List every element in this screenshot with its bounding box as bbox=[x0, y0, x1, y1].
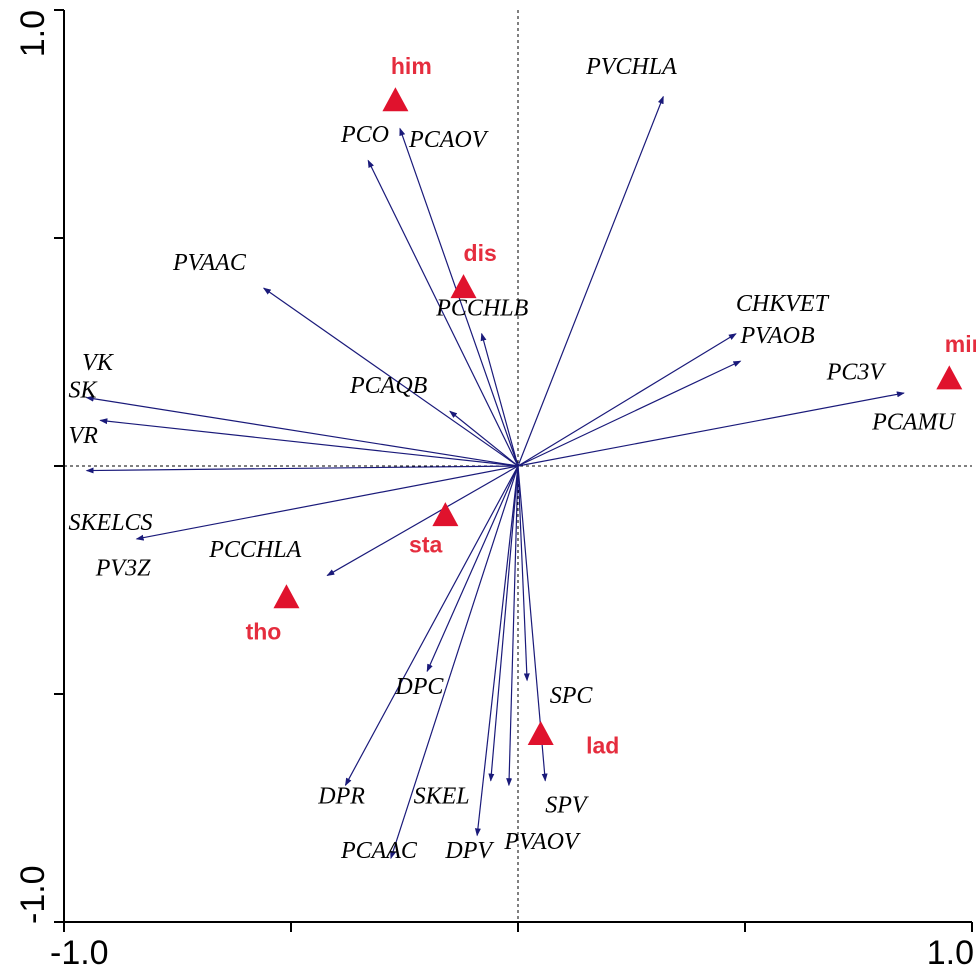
arrow-sk bbox=[99, 418, 519, 467]
label-pcaac: PCAAC bbox=[340, 838, 418, 864]
site-marker-dis bbox=[450, 274, 477, 299]
label-pcchla: PCCHLA bbox=[208, 537, 301, 563]
arrow-dpv bbox=[474, 465, 519, 837]
arrow-chkvet bbox=[517, 333, 737, 467]
species-labels: PVCHLA PCO PCAOV PVAAC PCCHLB PCAQB CHKVET PVAO… bbox=[69, 54, 957, 864]
site-label-him: him bbox=[391, 53, 432, 79]
label-dpc: DPC bbox=[394, 674, 444, 700]
arrow-pcaac bbox=[390, 465, 519, 860]
arrow-pco bbox=[367, 159, 519, 467]
axis-tick-labels: -1.0 1.0 -1.0 1.0 bbox=[14, 10, 974, 971]
arrow-pcamu bbox=[517, 391, 905, 467]
arrow-pvchla bbox=[517, 95, 664, 467]
site-marker-tho bbox=[273, 584, 300, 609]
site-markers bbox=[273, 87, 963, 746]
site-label-tho: tho bbox=[246, 618, 282, 644]
arrow-pcaqb bbox=[449, 410, 519, 467]
site-label-min: min bbox=[945, 331, 976, 357]
y-tick-label: 1.0 bbox=[14, 10, 52, 57]
site-marker-lad bbox=[527, 721, 554, 746]
y-tick-label: -1.0 bbox=[14, 865, 52, 924]
arrow-pcchla bbox=[326, 465, 519, 576]
site-marker-sta bbox=[432, 502, 459, 527]
label-spc: SPC bbox=[550, 683, 594, 709]
label-spv: SPV bbox=[545, 793, 589, 819]
label-dpr: DPR bbox=[317, 783, 365, 809]
label-pvaov: PVAOV bbox=[503, 829, 581, 855]
site-label-lad: lad bbox=[586, 732, 619, 758]
label-pcaov: PCAOV bbox=[408, 127, 489, 153]
label-pc3v: PC3V bbox=[826, 359, 887, 385]
label-dpv: DPV bbox=[444, 838, 494, 864]
arrow-vr bbox=[85, 465, 519, 474]
label-pcaqb: PCAQB bbox=[349, 373, 428, 399]
arrow-pvaob bbox=[517, 360, 742, 467]
axis-ticks bbox=[54, 9, 973, 932]
label-pvaob: PVAOB bbox=[739, 323, 815, 349]
arrow-pvaov bbox=[506, 465, 519, 787]
label-pco: PCO bbox=[340, 122, 389, 148]
species-arrows bbox=[85, 95, 905, 860]
label-chkvet: CHKVET bbox=[736, 291, 830, 317]
label-skelcs: SKELCS bbox=[69, 510, 153, 536]
arrow-dpr bbox=[344, 465, 519, 787]
site-marker-him bbox=[382, 87, 409, 112]
arrow-skel bbox=[488, 465, 519, 782]
site-labels: him dis min sta tho lad bbox=[246, 53, 976, 758]
site-label-sta: sta bbox=[409, 532, 442, 558]
label-skel: SKEL bbox=[414, 783, 470, 809]
arrow-vk bbox=[85, 395, 519, 467]
x-tick-label: 1.0 bbox=[927, 934, 974, 971]
arrow-dpc bbox=[426, 465, 519, 673]
label-vr: VR bbox=[69, 423, 99, 449]
arrow-pcchlb bbox=[480, 332, 519, 467]
label-pcchlb: PCCHLB bbox=[435, 296, 528, 322]
site-marker-min bbox=[936, 365, 963, 390]
arrow-pvaac bbox=[262, 287, 519, 467]
x-tick-label: -1.0 bbox=[50, 934, 109, 971]
arrow-spc bbox=[517, 465, 530, 682]
label-sk: SK bbox=[69, 378, 99, 404]
label-pv3z: PV3Z bbox=[95, 555, 151, 581]
label-vk: VK bbox=[82, 350, 115, 376]
label-pvchla: PVCHLA bbox=[585, 54, 677, 80]
label-pvaac: PVAAC bbox=[172, 250, 247, 276]
site-label-dis: dis bbox=[464, 240, 497, 266]
arrow-skelcs bbox=[135, 465, 519, 541]
label-pcamu: PCAMU bbox=[871, 410, 956, 436]
